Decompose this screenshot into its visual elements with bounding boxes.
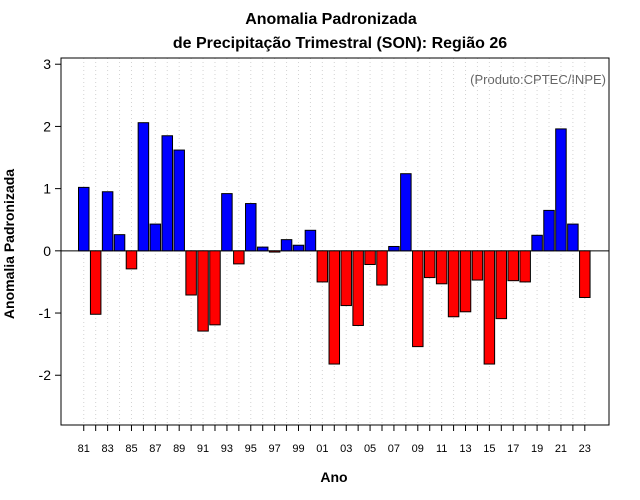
bar-89	[173, 149, 185, 252]
bar-01	[316, 250, 329, 283]
bar-90	[185, 250, 197, 296]
bar-87	[149, 223, 162, 252]
bars	[78, 122, 591, 365]
bar-82	[89, 250, 102, 315]
y-tick-label: -2	[39, 367, 52, 383]
y-axis-label: Anomalia Padronizada	[1, 169, 17, 319]
x-tick-label: 85	[125, 443, 137, 455]
bar-11	[435, 250, 448, 285]
bar-07	[388, 245, 400, 252]
bar-95	[245, 203, 257, 252]
bar-85	[125, 250, 138, 270]
bar-15	[483, 250, 496, 365]
bar-06	[376, 250, 388, 286]
x-tick-label: 83	[101, 443, 113, 455]
chart-subtitle: de Precipitação Trimestral (SON): Região…	[173, 35, 507, 52]
y-tick-label: -1	[39, 305, 52, 321]
bar-92	[209, 250, 221, 326]
x-tick-label: 89	[173, 443, 185, 455]
bar-91	[197, 250, 209, 332]
bar-20	[543, 209, 555, 252]
bar-23	[579, 250, 591, 298]
bar-09	[412, 250, 424, 348]
bar-83	[101, 191, 114, 252]
x-tick-label: 81	[78, 443, 90, 455]
x-tick-label: 15	[483, 443, 495, 455]
bar-18	[519, 250, 531, 283]
bar-84	[113, 234, 126, 252]
x-tick-label: 11	[436, 443, 447, 455]
x-tick-label: 05	[364, 443, 376, 455]
bar-00	[304, 229, 317, 252]
x-axis: 81 83 85 87 89 91 93 95 97 99 01 03 05 07 09 11 13 15 17 19…	[78, 425, 591, 455]
bar-19	[531, 234, 543, 252]
plot-frame	[60, 57, 610, 426]
bar-22	[567, 223, 579, 252]
bar-16	[495, 250, 508, 320]
chart-title: Anomalia Padronizada	[245, 11, 417, 28]
y-tick-label: 3	[43, 56, 51, 72]
bar-88	[161, 135, 174, 252]
bar-05	[364, 250, 376, 266]
y-tick-label: 2	[43, 118, 51, 134]
x-tick-label: 01	[316, 443, 328, 455]
bar-94	[233, 250, 245, 265]
bar-03	[340, 250, 352, 307]
x-tick-label: 97	[269, 443, 281, 455]
x-tick-label: 19	[531, 443, 543, 455]
bar-13	[459, 250, 472, 313]
bar-97	[268, 250, 281, 253]
x-tick-label: 23	[579, 443, 591, 455]
bar-93	[221, 193, 233, 252]
bar-08	[400, 173, 412, 252]
x-tick-label: 17	[507, 443, 519, 455]
bar-99	[292, 244, 305, 252]
x-tick-label: 93	[221, 443, 233, 455]
bar-10	[423, 250, 436, 279]
x-tick-label: 91	[197, 443, 209, 455]
x-tick-label: 95	[245, 443, 257, 455]
bar-02	[328, 250, 341, 365]
bar-96	[256, 246, 269, 252]
x-tick-label: 87	[149, 443, 161, 455]
x-tick-label: 99	[292, 443, 304, 455]
bar-21	[555, 128, 567, 252]
source-annotation: (Produto:CPTEC/INPE)	[470, 72, 606, 87]
bar-14	[471, 250, 484, 281]
x-tick-label: 09	[412, 443, 424, 455]
bar-12	[447, 250, 460, 318]
x-tick-label: 13	[459, 443, 471, 455]
bar-98	[280, 239, 293, 252]
y-axis: -2 -1 0 1 2 3	[39, 56, 61, 383]
bar-81	[78, 186, 90, 252]
x-tick-label: 03	[340, 443, 352, 455]
x-tick-label: 21	[555, 443, 567, 455]
x-axis-label: Ano	[320, 469, 347, 485]
y-tick-label: 1	[43, 181, 51, 197]
y-tick-label: 0	[43, 243, 51, 259]
bar-17	[507, 250, 519, 282]
bar-86	[137, 122, 150, 252]
bar-04	[352, 250, 364, 326]
x-tick-label: 07	[388, 443, 400, 455]
